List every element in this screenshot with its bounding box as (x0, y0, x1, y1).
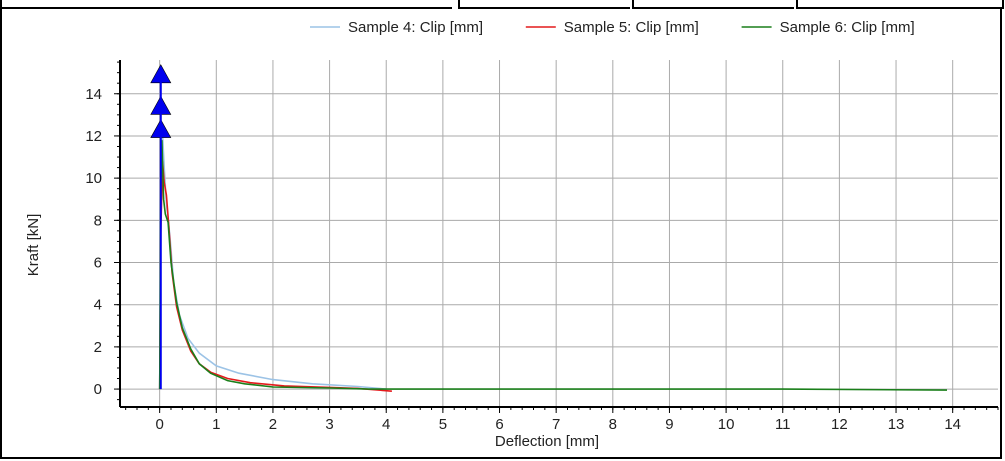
x-tick-label: 14 (944, 416, 961, 433)
x-tick-label: 7 (552, 416, 560, 433)
x-axis-title: Deflection [mm] (495, 433, 599, 450)
x-tick-label: 12 (831, 416, 848, 433)
x-tick-label: 10 (718, 416, 735, 433)
y-tick-label: 14 (85, 86, 102, 103)
x-tick-label: 11 (775, 416, 791, 433)
legend: Sample 4: Clip [mm] Sample 5: Clip [mm] Sa… (310, 19, 915, 36)
x-tick-label: 3 (325, 416, 333, 433)
x-tick-label: 4 (382, 416, 390, 433)
y-tick-label: 12 (85, 128, 102, 145)
x-tick-label: 0 (155, 416, 163, 433)
y-axis-title: Kraft [kN] (25, 214, 42, 277)
x-tick-label: 1 (212, 416, 220, 433)
y-tick-label: 2 (94, 339, 102, 356)
legend-entry: Sample 4: Clip [mm] (348, 19, 483, 36)
y-tick-label: 6 (94, 255, 102, 272)
x-tick-label: 6 (495, 416, 503, 433)
y-tick-label: 10 (85, 170, 102, 187)
legend-entry: Sample 5: Clip [mm] (564, 19, 699, 36)
x-tick-label: 13 (888, 416, 905, 433)
x-tick-label: 8 (609, 416, 617, 433)
x-tick-label: 2 (269, 416, 277, 433)
y-tick-label: 4 (94, 297, 102, 314)
grid (120, 60, 998, 407)
x-tick-label: 5 (439, 416, 447, 433)
y-tick-label: 0 (94, 381, 102, 398)
legend-entry: Sample 6: Clip [mm] (780, 19, 915, 36)
y-tick-label: 8 (94, 212, 102, 229)
x-tick-label: 9 (665, 416, 673, 433)
